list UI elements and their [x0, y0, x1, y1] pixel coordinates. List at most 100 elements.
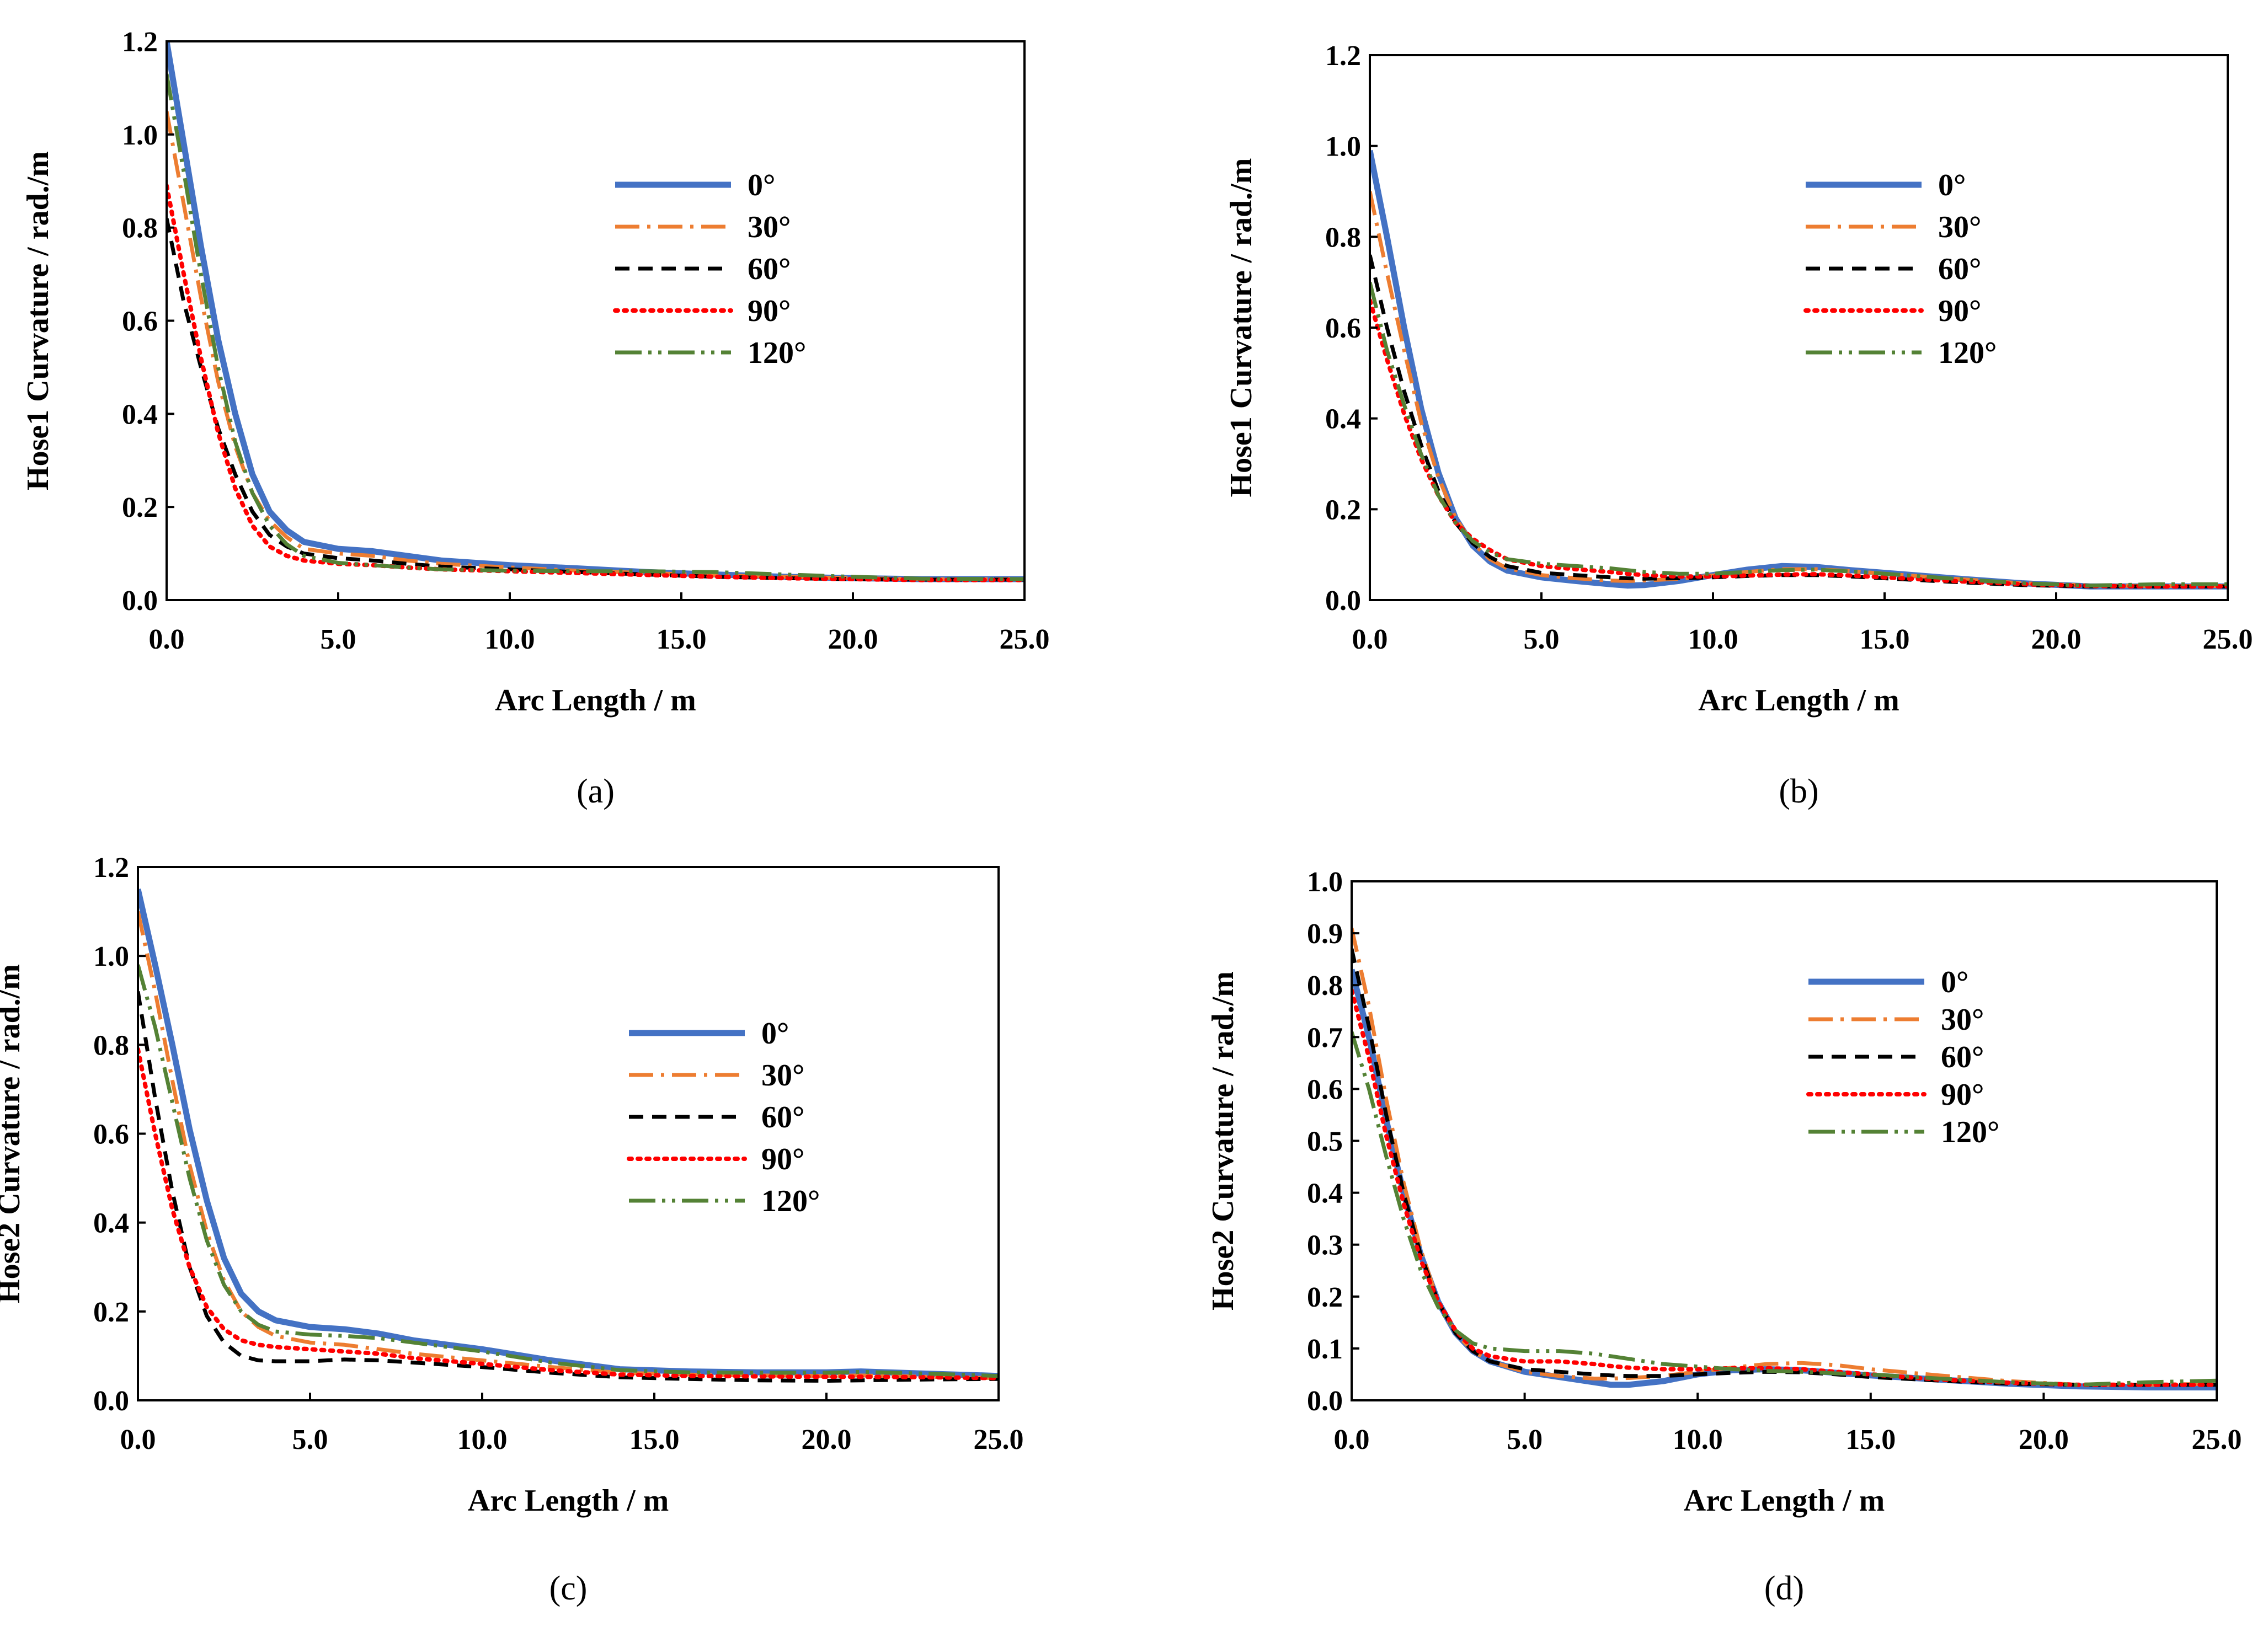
y-tick-label: 1.2	[122, 26, 158, 58]
chart-panel-a: 0.0 0.2 0.4 0.6 0.8 1.0 1.2 0.0 5.0 10.0 15.0 20.0 2…	[21, 26, 1050, 810]
y-tick-label: 0.8	[122, 213, 158, 244]
x-tick-label: 25.0	[2203, 624, 2253, 655]
series-line-4	[167, 73, 1024, 581]
plot-frame	[137, 866, 1000, 1401]
legend-label-4: 120°	[1941, 1115, 1999, 1149]
y-tick-label: 0.6	[93, 1119, 129, 1151]
y-tick-label: 0.8	[1307, 970, 1343, 1002]
legend-label-3: 90°	[1941, 1078, 1984, 1112]
legend-label-1: 30°	[761, 1058, 804, 1093]
series-line-4	[1352, 1031, 2217, 1387]
legend: 0°30°60°90°120°	[1806, 965, 1999, 1149]
series-line-0	[167, 41, 1024, 582]
y-tick-label: 0.6	[1307, 1074, 1343, 1105]
legend-label-3: 90°	[761, 1142, 804, 1176]
y-tick-label: 0.1	[1307, 1334, 1343, 1365]
chart-panel-b: 0.0 0.2 0.4 0.6 0.8 1.0 1.2 0.0 5.0 10.0 15.0 20.0 2…	[1224, 40, 2253, 810]
panel-caption: (c)	[549, 1570, 588, 1607]
legend-label-4: 120°	[748, 336, 806, 370]
legend-label-1: 30°	[748, 210, 791, 244]
plot-area	[138, 889, 999, 1383]
y-tick-label: 0.0	[122, 585, 158, 617]
y-tick-label: 0.6	[1325, 313, 1361, 344]
y-tick-label: 0.8	[93, 1030, 129, 1061]
series-line-0	[1370, 149, 2228, 590]
x-tick-label: 20.0	[802, 1424, 852, 1456]
y-tick-label: 0.3	[1307, 1230, 1343, 1261]
chart-panel-d: 0.0 0.1 0.2 0.3 0.4 0.5 0.6 0.7 0.8 0.9 1.0 0.0 5.0 1…	[1206, 866, 2242, 1607]
y-tick-label: 1.2	[93, 852, 129, 884]
series-line-3	[138, 1047, 999, 1380]
x-axis-title: Arc Length / m	[1684, 1484, 1885, 1518]
legend-label-2: 60°	[1941, 1040, 1984, 1074]
chart-panel-c: 0.0 0.2 0.4 0.6 0.8 1.0 1.2 0.0 5.0 10.0 15.0 20.0 2…	[0, 852, 1024, 1607]
y-tick-label: 0.4	[122, 399, 158, 430]
legend: 0° 30° 60° 90° 120°	[613, 168, 806, 370]
x-tick-label: 0.0	[149, 624, 185, 655]
legend-label-2: 60°	[748, 252, 791, 286]
y-tick-label: 0.2	[122, 492, 158, 523]
legend-label-3: 90°	[1938, 294, 1981, 328]
x-axis-title: Arc Length / m	[468, 1484, 669, 1518]
y-tick-label: 0.0	[93, 1385, 129, 1417]
panel-caption: (a)	[577, 773, 615, 810]
legend: 0° 30° 60° 90° 120°	[1803, 168, 1997, 370]
x-tick-label: 25.0	[974, 1424, 1024, 1456]
panel-caption: (b)	[1779, 773, 1818, 810]
y-tick-label: 0.8	[1325, 222, 1361, 253]
legend-label-0: 0°	[1938, 168, 1966, 202]
series-line-0	[1352, 969, 2217, 1390]
x-tick-label: 0.0	[1334, 1424, 1370, 1456]
x-tick-label: 10.0	[1688, 624, 1738, 655]
series-line-2	[167, 218, 1024, 582]
legend-label-3: 90°	[748, 294, 791, 328]
series-line-1	[138, 911, 999, 1380]
series-line-4	[138, 964, 999, 1378]
y-tick-label: 0.0	[1325, 585, 1361, 617]
x-tick-label: 10.0	[485, 624, 535, 655]
y-tick-label: 1.0	[1307, 866, 1343, 898]
legend-label-1: 30°	[1941, 1003, 1984, 1037]
y-axis-title: Hose2 Curvature / rad./m	[0, 964, 26, 1303]
y-tick-label: 1.2	[1325, 40, 1361, 72]
y-axis-title: Hose1 Curvature / rad./m	[21, 151, 55, 490]
x-tick-label: 20.0	[828, 624, 878, 655]
plot-area	[1352, 927, 2217, 1390]
legend-label-4: 120°	[761, 1184, 820, 1218]
series-line-2	[1370, 254, 2228, 588]
panel-caption: (d)	[1764, 1570, 1804, 1607]
series-line-2	[138, 991, 999, 1383]
x-tick-label: 20.0	[2019, 1424, 2069, 1456]
x-tick-label: 10.0	[457, 1424, 508, 1456]
legend-label-4: 120°	[1938, 336, 1997, 370]
legend-label-2: 60°	[1938, 252, 1981, 286]
y-axis-title: Hose1 Curvature / rad./m	[1224, 158, 1258, 497]
x-tick-label: 25.0	[2192, 1424, 2242, 1456]
series-line-1	[1352, 927, 2217, 1387]
x-tick-label: 20.0	[2031, 624, 2082, 655]
x-tick-label: 0.0	[120, 1424, 156, 1456]
legend-label-1: 30°	[1938, 210, 1981, 244]
x-tick-label: 5.0	[1507, 1424, 1543, 1456]
x-tick-label: 0.0	[1352, 624, 1388, 655]
x-tick-label: 10.0	[1673, 1424, 1723, 1456]
y-tick-label: 0.7	[1307, 1022, 1343, 1053]
legend: 0°30°60°90°120°	[627, 1016, 820, 1218]
y-tick-label: 0.2	[93, 1297, 129, 1328]
plot-area	[167, 41, 1024, 582]
series-line-1	[167, 110, 1024, 581]
x-axis-title: Arc Length / m	[495, 683, 696, 718]
plot-frame	[1369, 54, 2229, 601]
y-tick-label: 0.4	[1307, 1178, 1343, 1210]
series-line-3	[1352, 988, 2217, 1387]
plot-frame	[166, 40, 1026, 601]
series-line-3	[167, 183, 1024, 582]
y-tick-label: 1.0	[122, 120, 158, 151]
y-tick-label: 0.4	[1325, 404, 1361, 435]
legend-label-0: 0°	[748, 168, 775, 202]
x-tick-label: 15.0	[657, 624, 707, 655]
y-tick-label: 0.5	[1307, 1126, 1343, 1158]
y-tick-label: 0.9	[1307, 918, 1343, 950]
legend-label-2: 60°	[761, 1100, 804, 1135]
